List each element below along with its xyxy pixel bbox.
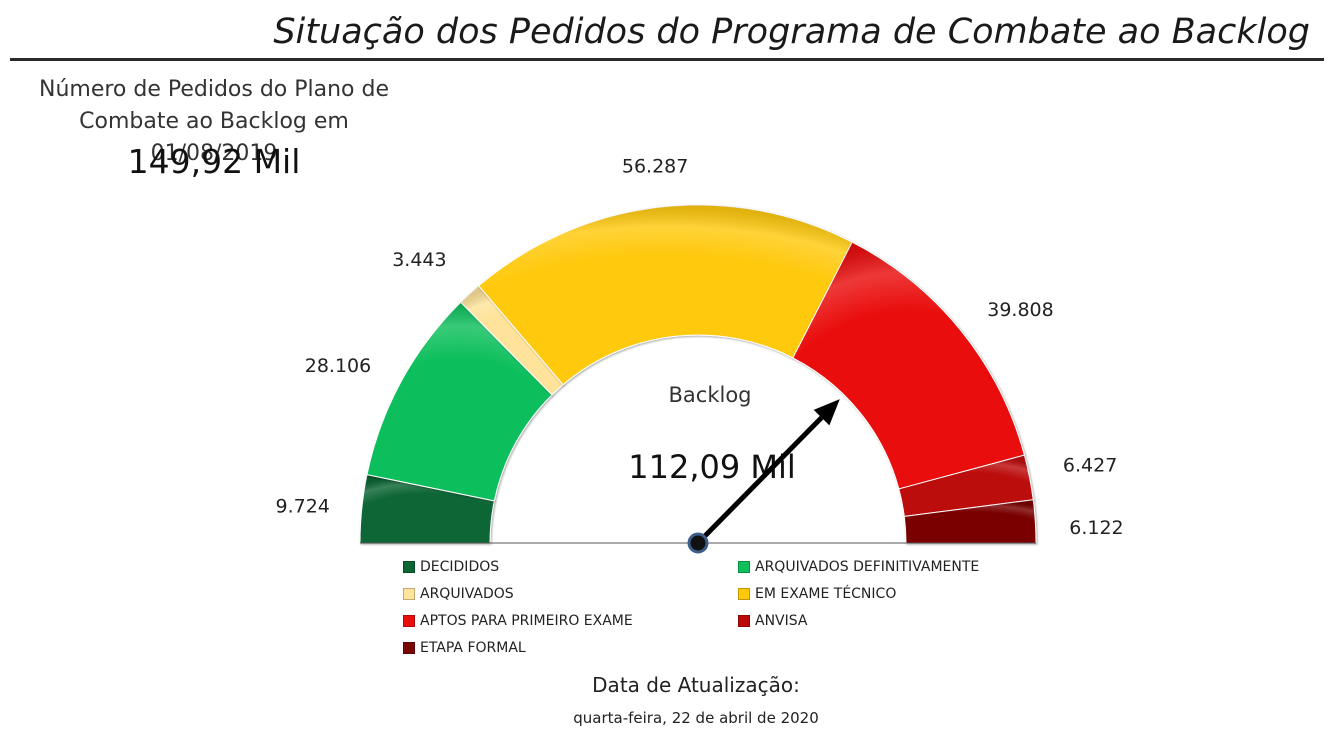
page-title: Situação dos Pedidos do Programa de Comb… (273, 12, 1310, 52)
legend-swatch (403, 642, 415, 654)
legend-swatch (403, 561, 415, 573)
legend-label: ARQUIVADOS DEFINITIVAMENTE (755, 559, 980, 575)
gauge-segment-gloss (478, 205, 853, 385)
legend-item: ARQUIVADOS DEFINITIVAMENTE (738, 556, 1043, 578)
update-date-value: quarta-feira, 22 de abril de 2020 (573, 709, 819, 727)
gauge-needle-hub (687, 532, 709, 554)
legend-item: DECIDIDOS (403, 556, 738, 578)
gauge-segment-gloss (366, 302, 553, 501)
gauge-value-label: 3.443 (392, 249, 446, 271)
legend-swatch (738, 561, 750, 573)
legend-label: ETAPA FORMAL (420, 640, 526, 656)
kpi-value: 149,92 Mil (127, 142, 301, 181)
legend-label: EM EXAME TÉCNICO (755, 586, 897, 602)
legend-swatch (738, 588, 750, 600)
legend-label: ARQUIVADOS (420, 586, 514, 602)
legend-swatch (403, 615, 415, 627)
legend-item: EM EXAME TÉCNICO (738, 583, 1043, 605)
gauge-title: Backlog (669, 383, 752, 407)
gauge-segment-gloss (904, 499, 1036, 543)
legend-swatch (403, 588, 415, 600)
gauge-segment-gloss (360, 474, 495, 543)
gauge-segment-gloss (898, 455, 1034, 517)
legend-item: ARQUIVADOS (403, 583, 738, 605)
gauge-needle-shaft (696, 415, 824, 545)
legend-label: ANVISA (755, 613, 808, 629)
gauge-needle-head (813, 399, 840, 426)
gauge-value-label: 9.724 (276, 495, 330, 517)
title-divider (10, 58, 1324, 61)
gauge-value-label: 39.808 (987, 299, 1053, 321)
gauge-value-label: 6.122 (1069, 517, 1123, 539)
gauge-segment-gloss (460, 285, 564, 395)
gauge-value-label: 56.287 (622, 155, 688, 177)
gauge-value-label: 28.106 (305, 355, 371, 377)
chart-legend: DECIDIDOS ARQUIVADOS DEFINITIVAMENTE ARQUI… (403, 556, 1043, 659)
gauge-center-value: 112,09 Mil (628, 448, 796, 486)
gauge-segment-gloss (792, 242, 1025, 489)
legend-label: DECIDIDOS (420, 559, 500, 575)
legend-swatch (738, 615, 750, 627)
kpi-label: Número de Pedidos do Plano de Combate ao… (38, 77, 390, 166)
gauge-value-label: 6.427 (1063, 455, 1117, 477)
legend-item: APTOS PARA PRIMEIRO EXAME (403, 610, 738, 632)
update-date-label: Data de Atualização: (592, 673, 800, 697)
legend-item: ETAPA FORMAL (403, 637, 738, 659)
legend-item: ANVISA (738, 610, 1043, 632)
legend-label: APTOS PARA PRIMEIRO EXAME (420, 613, 633, 629)
